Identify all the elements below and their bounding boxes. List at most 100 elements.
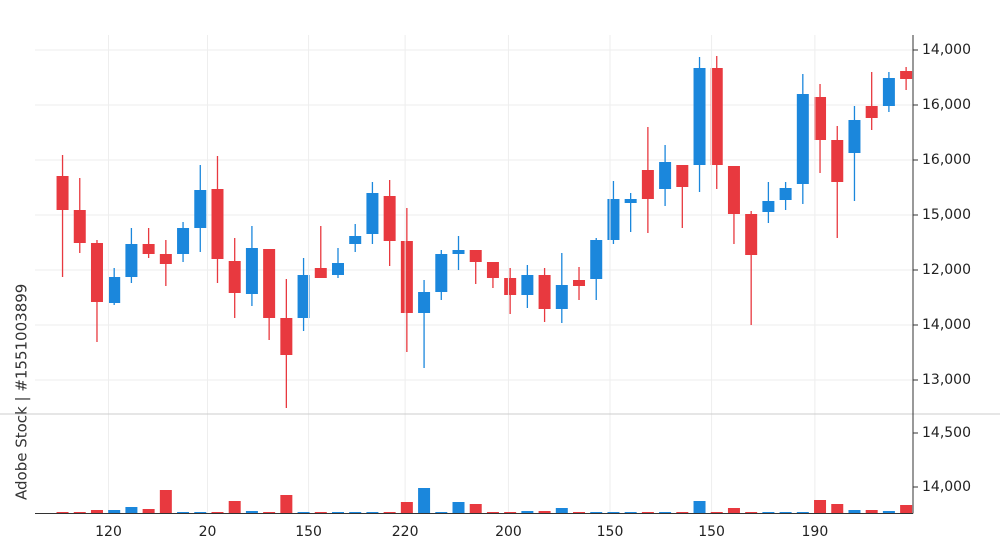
candle-body — [865, 106, 878, 118]
candle-body — [848, 120, 861, 153]
volume-bar — [710, 512, 723, 513]
volume-bar — [900, 505, 913, 513]
candle-body — [452, 250, 465, 254]
y-tick-label: 16,000 — [922, 97, 971, 113]
volume-bar — [727, 508, 740, 513]
candle-body — [400, 241, 413, 313]
x-tick-label: 150 — [295, 524, 322, 540]
x-tick-label: 150 — [597, 524, 624, 540]
volume-bar — [452, 502, 465, 513]
candle-body — [573, 280, 586, 286]
candle-body — [263, 249, 276, 318]
volume-bar — [831, 504, 844, 513]
candle-body — [177, 228, 190, 254]
candle-body — [349, 236, 362, 244]
candle-body — [555, 285, 568, 309]
x-tick-label: 220 — [392, 524, 419, 540]
volume-bar — [435, 512, 448, 513]
candle-body — [314, 268, 327, 278]
volume-bar — [745, 512, 758, 513]
candle-body — [228, 261, 241, 293]
volume-bar — [814, 500, 827, 513]
y-tick-label: 14,000 — [922, 317, 971, 333]
volume-bar — [538, 511, 551, 513]
candle-body — [710, 68, 723, 165]
volume-bar — [177, 512, 190, 513]
candle-body — [366, 193, 379, 234]
candle-body — [73, 210, 86, 243]
y-tick-label: 15,000 — [922, 207, 971, 223]
candle-body — [521, 275, 534, 295]
candle-body — [607, 199, 620, 240]
candle-body — [504, 278, 517, 295]
volume-bar — [486, 512, 499, 513]
volume-bar — [676, 512, 689, 513]
volume-bar — [228, 501, 241, 513]
candle-body — [882, 78, 895, 106]
candle-body — [659, 162, 672, 189]
volume-bar — [211, 512, 224, 513]
volume-bar — [624, 512, 637, 513]
y-tick-label: 16,000 — [922, 152, 971, 168]
candle-body — [624, 199, 637, 203]
volume-bar — [418, 488, 431, 513]
candle-body — [297, 275, 310, 318]
candle-body — [125, 244, 138, 277]
x-tick-label: 150 — [698, 524, 725, 540]
candle-body — [538, 275, 551, 309]
candle-body — [331, 263, 344, 275]
candle-body — [56, 176, 69, 210]
volume-bar — [245, 511, 258, 513]
x-tick-label: 120 — [95, 524, 122, 540]
volume-bar — [573, 512, 586, 513]
volume-bar — [590, 512, 603, 513]
volume-bar — [607, 512, 620, 513]
volume-bar — [848, 510, 861, 513]
y-tick-label: 14,500 — [922, 425, 971, 441]
candle-body — [486, 262, 499, 278]
y-tick-label: 14,000 — [922, 42, 971, 58]
volume-bar — [796, 512, 809, 513]
candle-body — [831, 140, 844, 182]
volume-bar — [400, 502, 413, 513]
candle-body — [796, 94, 809, 184]
volume-bar — [142, 509, 155, 513]
volume-bar — [555, 508, 568, 513]
candle-body — [641, 170, 654, 199]
candle-body — [814, 97, 827, 140]
volume-bar — [90, 510, 103, 513]
candle-body — [90, 243, 103, 302]
candle-body — [727, 166, 740, 214]
candle-body — [383, 196, 396, 241]
volume-bar — [865, 510, 878, 513]
volume-bar — [366, 512, 379, 513]
candle-body — [108, 277, 121, 303]
volume-bar — [383, 512, 396, 513]
y-tick-label: 13,000 — [922, 372, 971, 388]
candle-body — [159, 254, 172, 264]
volume-bar — [659, 512, 672, 513]
candle-body — [194, 190, 207, 228]
candle-body — [590, 240, 603, 279]
candle-body — [900, 71, 913, 79]
volume-bar — [56, 512, 69, 513]
volume-bar — [194, 512, 207, 513]
volume-bar — [469, 504, 482, 513]
volume-bar — [349, 512, 362, 513]
candle-body — [245, 248, 258, 294]
x-tick-label: 20 — [199, 524, 217, 540]
candle-body — [280, 318, 293, 355]
candle-body — [469, 250, 482, 262]
candle-body — [676, 165, 689, 187]
candle-body — [418, 292, 431, 313]
candle-body — [693, 68, 706, 165]
volume-bar — [779, 512, 792, 513]
volume-bar — [504, 512, 517, 513]
volume-bar — [280, 495, 293, 513]
candle-body — [762, 201, 775, 212]
candle-body — [745, 214, 758, 255]
volume-bar — [521, 511, 534, 513]
volume-bar — [762, 512, 775, 513]
candle-body — [435, 254, 448, 292]
